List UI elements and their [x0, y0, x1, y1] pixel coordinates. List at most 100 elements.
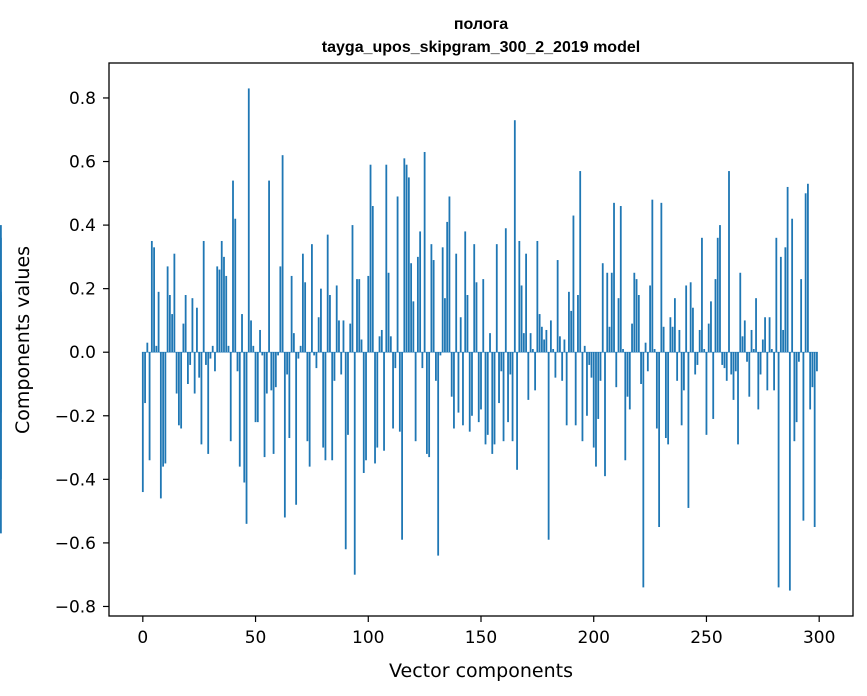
bar [392, 352, 394, 429]
bar [477, 352, 480, 423]
bar [743, 320, 746, 353]
x-tick-label: 50 [245, 628, 267, 648]
bar [238, 352, 241, 467]
bar [628, 352, 631, 410]
bar [191, 298, 194, 353]
bar [707, 323, 710, 353]
bar [705, 352, 708, 435]
bar [766, 352, 769, 391]
bar [234, 218, 237, 353]
bar [405, 164, 408, 353]
y-tick-label: 0.2 [69, 280, 96, 300]
bar [673, 298, 676, 353]
bar [428, 352, 431, 458]
bar [220, 240, 223, 353]
bar [261, 352, 264, 356]
bar [394, 352, 397, 369]
bar [166, 266, 169, 353]
bar [347, 352, 349, 435]
bar [250, 320, 252, 353]
bar [595, 352, 597, 467]
bar [687, 352, 690, 508]
bar [430, 244, 433, 353]
bar [689, 282, 692, 353]
bar [459, 317, 462, 353]
bar [692, 307, 694, 353]
bar [202, 240, 205, 353]
bar [283, 352, 286, 518]
bar [509, 352, 512, 375]
bar [292, 333, 295, 353]
bar [755, 298, 757, 353]
bar [209, 352, 212, 359]
bar [723, 352, 726, 369]
bar [252, 345, 255, 353]
bar [164, 352, 167, 464]
bar [227, 345, 230, 353]
bar [601, 263, 604, 353]
x-axis-ticks: 0 50 100 150 200 250 300 [137, 616, 835, 648]
bar [356, 279, 358, 353]
y-tick-label: 0.8 [69, 89, 96, 109]
bar [322, 352, 325, 448]
bar [324, 352, 327, 461]
bar [757, 352, 760, 410]
bar [205, 352, 207, 365]
bar [281, 155, 284, 353]
bar [214, 352, 216, 372]
bar [398, 352, 401, 432]
bar [155, 345, 158, 353]
bar [229, 352, 232, 442]
bar [588, 352, 591, 365]
bar [263, 352, 266, 458]
bar [813, 352, 816, 528]
bar [592, 352, 595, 448]
bar [313, 352, 316, 356]
bar [378, 336, 381, 353]
bar [196, 307, 198, 353]
bar [777, 352, 780, 588]
bar [622, 349, 624, 353]
bar [279, 266, 282, 353]
bar [660, 202, 663, 353]
bar [446, 221, 449, 353]
bar [590, 352, 593, 378]
bar [807, 183, 809, 353]
bar [701, 237, 703, 353]
bar [728, 171, 730, 353]
bar [737, 352, 739, 445]
bar [556, 260, 559, 353]
bar [779, 256, 782, 353]
bar [387, 272, 390, 353]
bar [0, 237, 2, 353]
bar [329, 295, 331, 353]
y-tick-label: −0.6 [55, 534, 96, 554]
bar [464, 231, 467, 353]
bar [498, 352, 500, 404]
bar [383, 352, 385, 451]
bar [182, 323, 185, 353]
bar [268, 180, 270, 353]
x-tick-label: 250 [690, 628, 722, 648]
bar [527, 352, 530, 400]
bar [331, 352, 334, 461]
bar [495, 244, 498, 353]
bar [187, 352, 189, 384]
bar [412, 301, 415, 353]
bar [507, 352, 509, 423]
bar [193, 352, 196, 394]
bar [403, 158, 406, 353]
bar [698, 329, 701, 353]
bar [604, 352, 606, 477]
bar [640, 352, 642, 384]
bar [475, 282, 478, 353]
bar [784, 247, 787, 353]
bar [586, 352, 588, 416]
bar [504, 228, 507, 353]
bar [173, 253, 176, 353]
y-tick-label: −0.2 [55, 407, 96, 427]
bar [522, 333, 525, 353]
bar [770, 349, 773, 353]
bar [437, 352, 440, 556]
y-tick-label: 0.6 [69, 153, 96, 173]
